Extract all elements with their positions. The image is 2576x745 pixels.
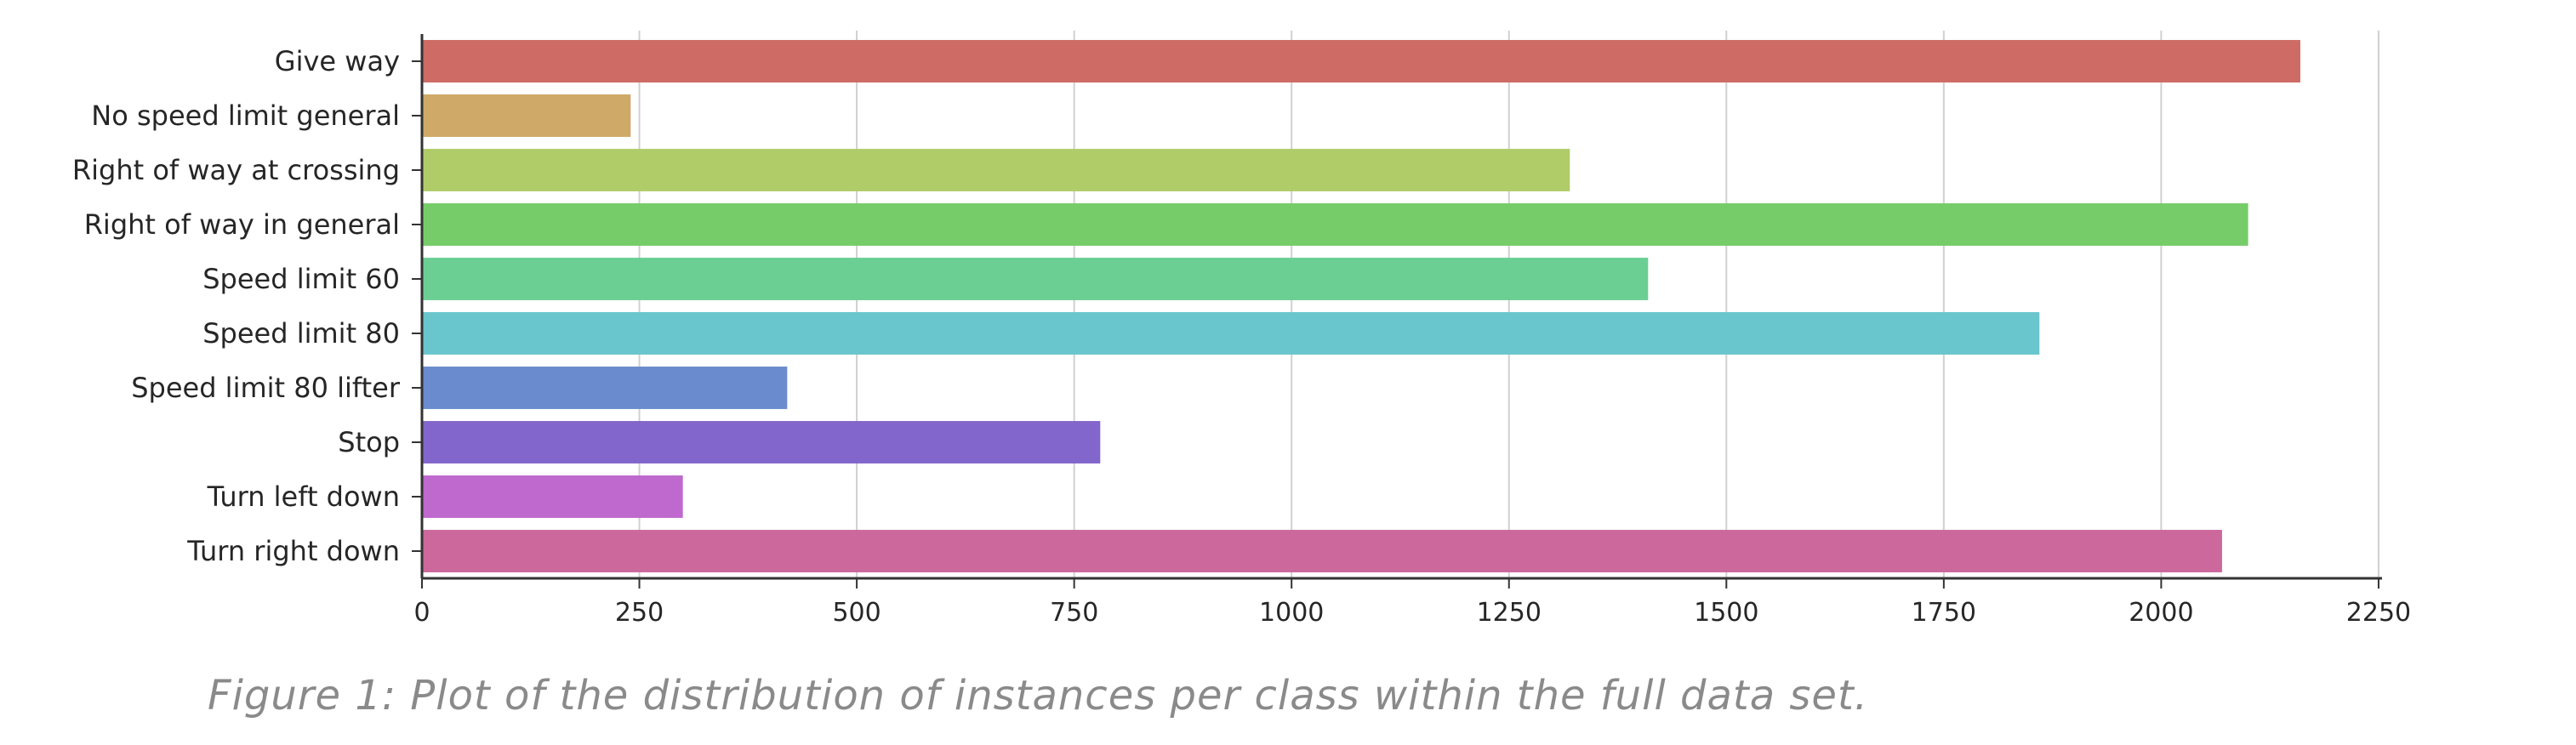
axes [420,34,2382,580]
y-tick-label: Right of way at crossing [72,154,400,186]
bars [422,40,2300,572]
figure-caption: Figure 1: Plot of the distribution of in… [207,672,1869,719]
x-tick-label: 2250 [2346,598,2411,628]
grid-lines [638,31,2379,578]
bar-stop [422,421,1101,463]
x-tick-label: 0 [413,598,430,628]
x-tick-label: 1750 [1912,598,1976,628]
x-tick-label: 500 [832,598,881,628]
bar-no-speed-limit-general [422,94,631,137]
y-tick-labels: Give way No speed limit general Right of w… [72,45,422,567]
bar-give-way [422,40,2300,82]
y-tick-label: Speed limit 60 [202,263,400,295]
y-tick-label: Speed limit 80 [202,317,400,350]
y-tick-label: Turn right down [186,535,400,567]
bar-turn-left-down [422,475,683,518]
y-tick-label: Turn left down [207,481,400,513]
x-tick-label: 1250 [1477,598,1542,628]
y-tick-label: No speed limit general [91,100,400,132]
bar-speed-limit-60 [422,258,1649,300]
y-tick-label: Right of way in general [84,208,400,241]
bar-speed-limit-80 [422,312,2040,355]
bar-right-of-way-in-general [422,203,2248,246]
x-tick-label: 1500 [1694,598,1758,628]
bar-right-of-way-at-crossing [422,149,1570,191]
x-tick-label: 2000 [2129,598,2193,628]
bar-chart: 0 250 500 750 1000 1250 1500 1750 2000 2250 Give … [72,31,2411,628]
y-tick-label: Speed limit 80 lifter [131,372,401,404]
x-tick-label: 250 [615,598,664,628]
x-tick-label: 750 [1050,598,1098,628]
bar-turn-right-down [422,530,2222,572]
y-tick-label: Stop [338,426,400,458]
x-ticks: 0 250 500 750 1000 1250 1500 1750 2000 2250 [413,578,2411,628]
x-tick-label: 1000 [1259,598,1324,628]
bar-speed-limit-80-lifter [422,367,788,409]
y-tick-label: Give way [275,45,400,77]
